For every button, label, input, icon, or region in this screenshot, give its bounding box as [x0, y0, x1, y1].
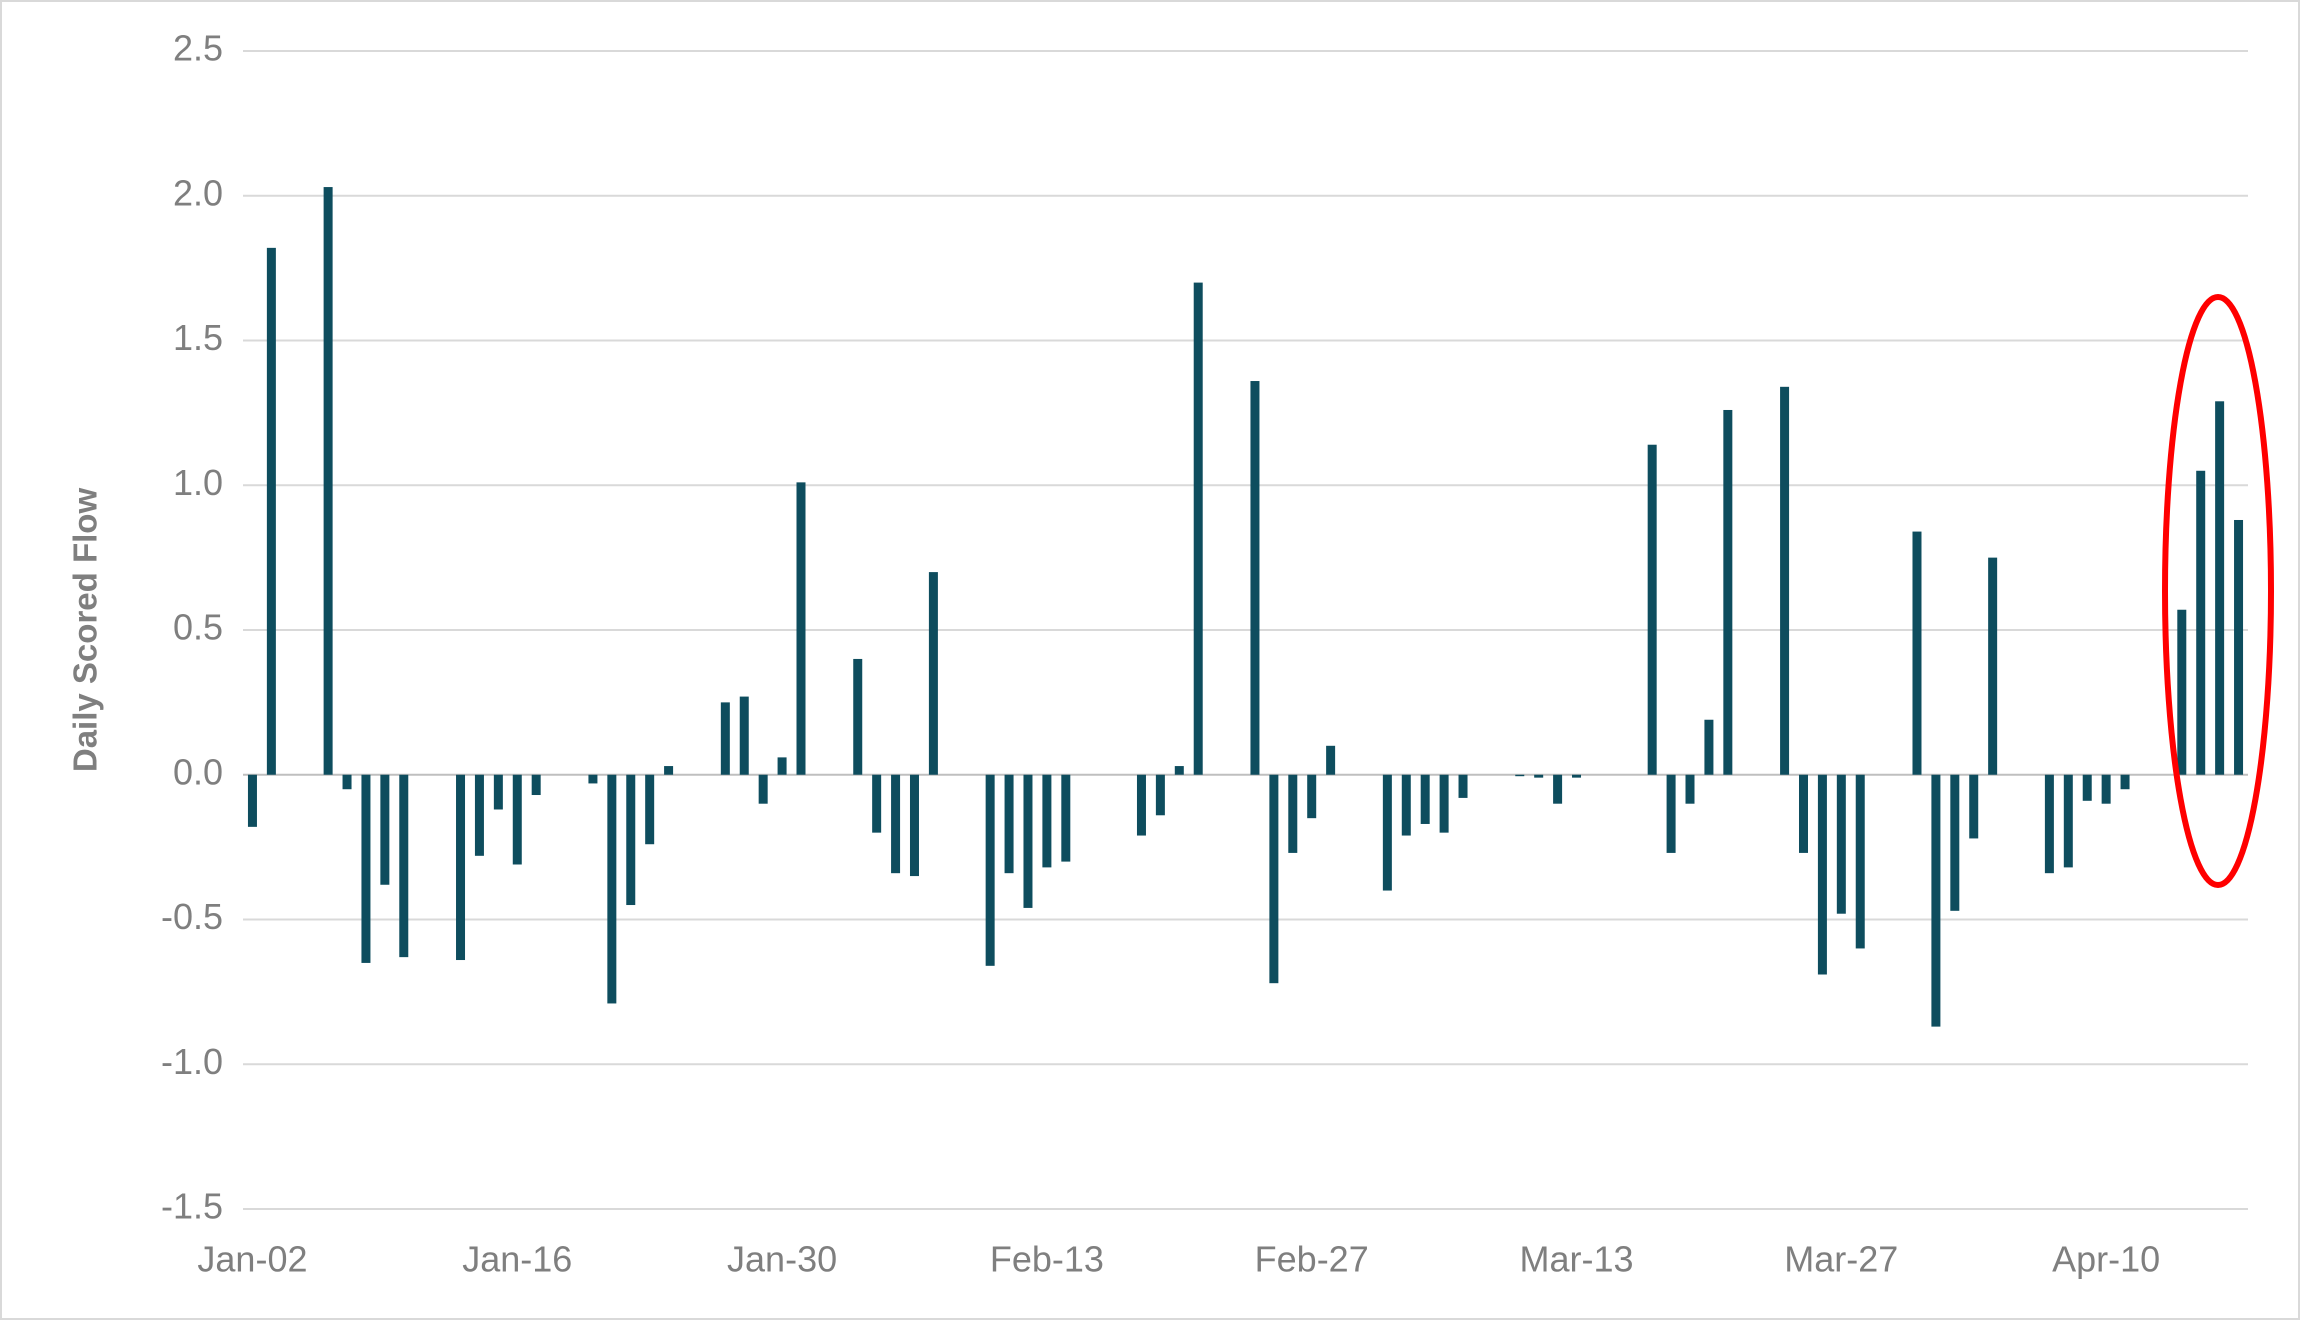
bar [607, 774, 617, 1004]
bar [891, 774, 901, 874]
bar [1382, 774, 1392, 891]
y-tick-label: 0.5 [173, 607, 223, 648]
x-tick-label: Apr-10 [2052, 1239, 2160, 1280]
bar [1174, 766, 1184, 775]
x-tick-label: Mar-27 [1784, 1239, 1898, 1280]
bar [1155, 774, 1165, 816]
x-tick-label: Jan-02 [197, 1239, 307, 1280]
bar [456, 774, 466, 961]
bar [361, 774, 371, 963]
bar [1969, 774, 1979, 839]
bar [2215, 401, 2225, 775]
bar [777, 757, 787, 775]
bar [266, 247, 276, 775]
bar [1912, 531, 1922, 775]
x-tick-label: Feb-13 [990, 1239, 1104, 1280]
bar [626, 774, 636, 906]
bar [588, 774, 598, 784]
bar [928, 572, 938, 775]
bar [1931, 774, 1941, 1027]
bar [909, 774, 919, 877]
bar [1401, 774, 1411, 836]
bar [2234, 519, 2244, 775]
x-tick-label: Jan-16 [462, 1239, 572, 1280]
y-tick-label: -1.5 [161, 1186, 223, 1227]
x-tick-label: Feb-27 [1255, 1239, 1369, 1280]
bar [323, 187, 333, 775]
bar [1326, 745, 1336, 775]
bar [2063, 774, 2073, 868]
bar [853, 658, 863, 775]
bar [1855, 774, 1865, 949]
bar [1004, 774, 1014, 874]
y-axis-label: Daily Scored Flow [67, 488, 104, 773]
bar [1193, 282, 1203, 775]
bar [1553, 774, 1563, 804]
bar [796, 482, 806, 775]
bar [1988, 557, 1998, 775]
bar [1042, 774, 1052, 868]
bar [1458, 774, 1468, 798]
bar [512, 774, 522, 865]
bar [380, 774, 390, 885]
y-tick-label: 1.0 [173, 462, 223, 503]
bar [2044, 774, 2054, 874]
bars [247, 187, 2244, 1027]
grid [243, 50, 2248, 1210]
x-tick-label: Jan-30 [727, 1239, 837, 1280]
y-tick-label: -1.0 [161, 1041, 223, 1082]
bar [1515, 774, 1525, 777]
x-tick-label: Mar-13 [1519, 1239, 1633, 1280]
bar [985, 774, 995, 966]
bar [474, 774, 484, 856]
bar [758, 774, 768, 804]
bar [720, 702, 730, 775]
bar [1288, 774, 1298, 853]
bar [872, 774, 882, 833]
bar [1817, 774, 1827, 975]
bar [1666, 774, 1676, 853]
bar [493, 774, 503, 810]
bar [1420, 774, 1430, 824]
bar [247, 774, 257, 827]
bar [1685, 774, 1695, 804]
bar [1780, 386, 1790, 775]
highlight-ellipse [2162, 294, 2274, 888]
bar [664, 766, 674, 775]
bar [342, 774, 352, 790]
bar [2177, 609, 2187, 775]
bar [1307, 774, 1317, 819]
bar [1647, 444, 1657, 775]
bar [2101, 774, 2111, 804]
y-tick-label: 2.0 [173, 172, 223, 213]
bar [2082, 774, 2092, 801]
bar [1572, 774, 1582, 778]
bar [1023, 774, 1033, 908]
bar [1250, 381, 1260, 775]
bar [1061, 774, 1071, 862]
y-tick-label: 0.0 [173, 751, 223, 792]
bar [1704, 719, 1714, 775]
bar [531, 774, 541, 796]
y-tick-label: 1.5 [173, 317, 223, 358]
bar [1136, 774, 1146, 836]
bar [1798, 774, 1808, 853]
bar [1950, 774, 1960, 911]
bar [1534, 774, 1544, 778]
bar [2120, 774, 2130, 790]
bar [1269, 774, 1279, 984]
bar [1836, 774, 1846, 914]
bar [1723, 409, 1733, 775]
bar [2196, 470, 2206, 775]
bar [645, 774, 655, 845]
y-tick-label: 2.5 [173, 28, 223, 69]
bar [739, 696, 749, 775]
bar [399, 774, 409, 958]
bar [1439, 774, 1449, 833]
y-tick-label: -0.5 [161, 896, 223, 937]
